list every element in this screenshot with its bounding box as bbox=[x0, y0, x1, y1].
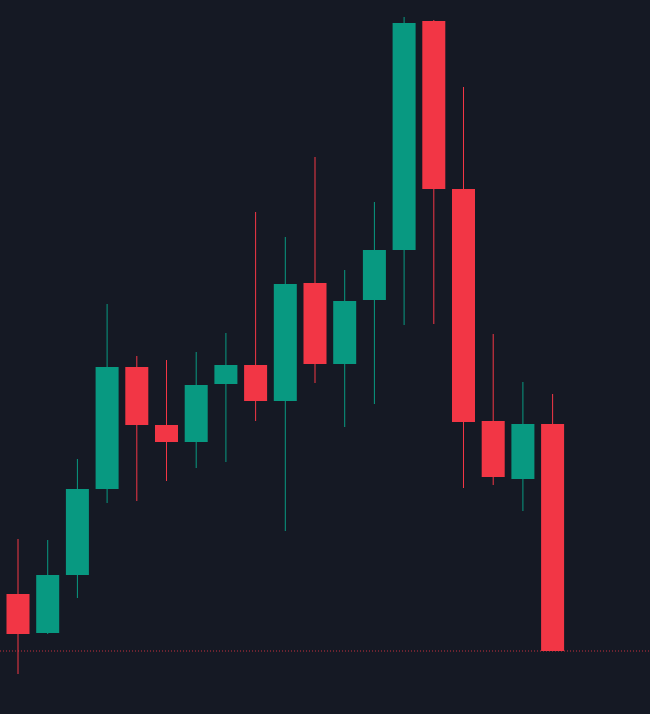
candle-body bbox=[362, 250, 386, 300]
candle-body bbox=[65, 489, 89, 575]
candle-body bbox=[481, 421, 505, 477]
candle-body bbox=[392, 23, 416, 250]
candle-body bbox=[452, 189, 475, 422]
candle-body bbox=[125, 367, 149, 425]
candle-body bbox=[303, 283, 327, 364]
candle-body bbox=[155, 425, 178, 442]
candle-body bbox=[6, 594, 30, 634]
candle-body bbox=[422, 21, 446, 189]
candle-body bbox=[273, 284, 297, 401]
candle-body bbox=[244, 365, 268, 401]
candle-body bbox=[184, 385, 208, 442]
candle-body bbox=[95, 367, 119, 489]
candle-body bbox=[541, 424, 565, 651]
candle-body bbox=[333, 301, 357, 364]
candle-body bbox=[214, 365, 238, 384]
candle-body bbox=[36, 575, 60, 633]
candle-body bbox=[511, 424, 535, 479]
